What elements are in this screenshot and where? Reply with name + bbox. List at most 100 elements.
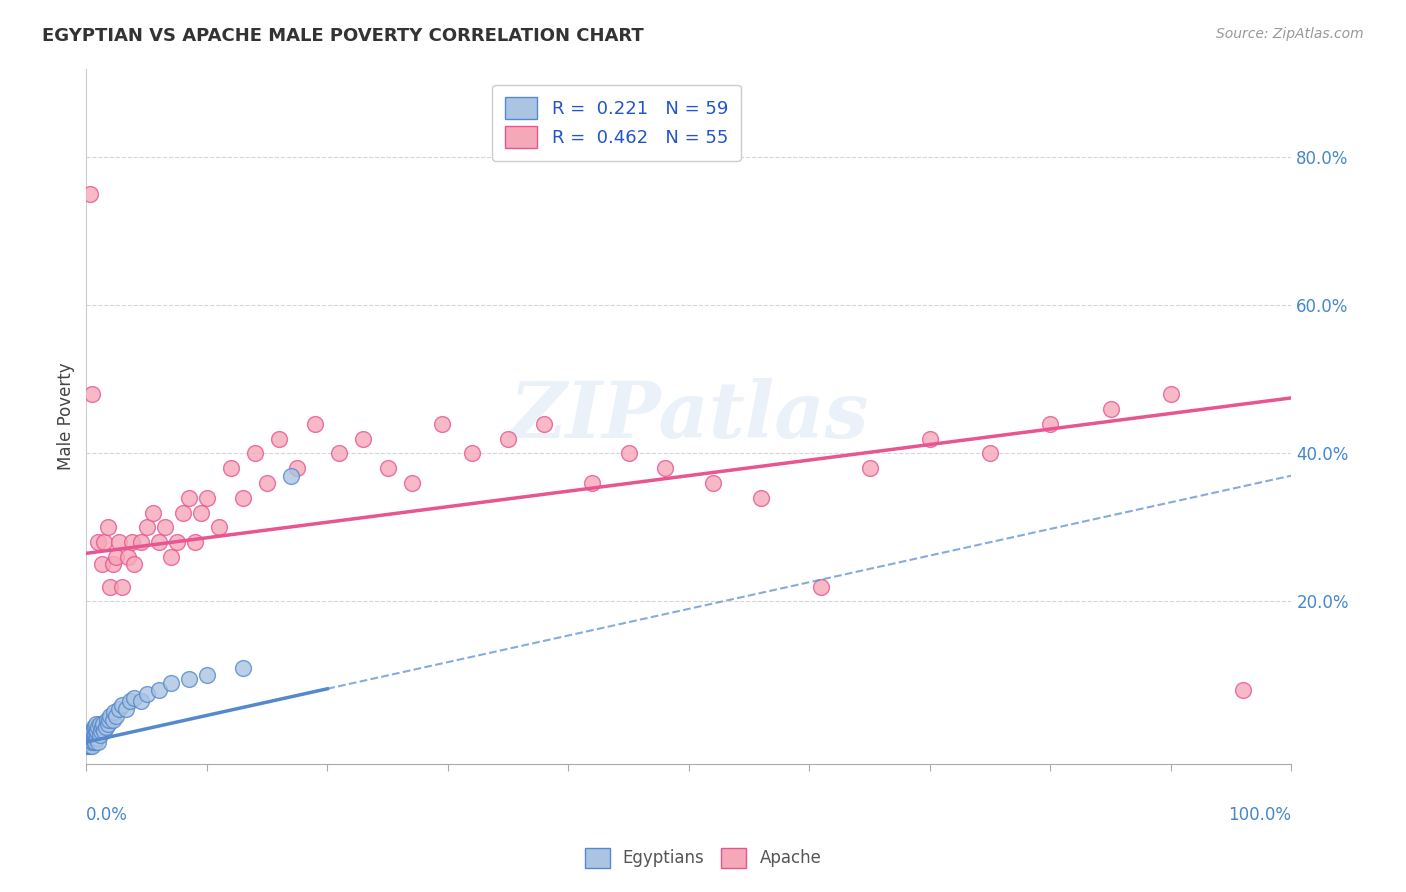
Point [84,716,107,731]
Point [100,580,122,594]
Point [115,702,138,716]
Point [430,417,453,431]
Point [80,731,103,746]
Point [401,475,423,490]
Point [118,694,141,708]
Point [749,491,772,505]
Point [83,731,105,746]
Point [79,728,101,742]
Point [1039,417,1062,431]
Point [87,735,110,749]
Point [83,728,105,742]
Point [581,475,603,490]
Point [111,580,134,594]
Point [93,535,115,549]
Point [124,558,146,572]
Point [148,535,170,549]
Point [83,720,105,734]
Point [94,720,117,734]
Point [96,713,118,727]
Point [82,735,104,749]
Point [108,702,131,716]
Point [77,735,100,749]
Point [166,535,188,549]
Point [82,739,104,753]
Point [177,672,200,686]
Text: 100.0%: 100.0% [1229,806,1292,824]
Text: EGYPTIAN VS APACHE MALE POVERTY CORRELATION CHART: EGYPTIAN VS APACHE MALE POVERTY CORRELAT… [42,27,644,45]
Point [617,446,640,460]
Point [90,723,112,738]
Point [98,713,121,727]
Point [135,520,157,534]
Point [86,723,108,738]
Point [101,558,124,572]
Point [91,720,114,734]
Point [979,446,1001,460]
Point [1160,387,1182,401]
Legend: R =  0.221   N = 59, R =  0.462   N = 55: R = 0.221 N = 59, R = 0.462 N = 55 [492,85,741,161]
Point [702,475,724,490]
Point [172,506,194,520]
Point [195,491,218,505]
Point [461,446,484,460]
Point [243,446,266,460]
Point [77,731,100,746]
Point [117,549,139,564]
Point [269,432,291,446]
Text: ZIPatlas: ZIPatlas [509,378,869,455]
Point [195,668,218,682]
Point [285,461,308,475]
Point [280,468,302,483]
Point [79,731,101,746]
Point [328,446,350,460]
Text: Source: ZipAtlas.com: Source: ZipAtlas.com [1216,27,1364,41]
Point [159,676,181,690]
Point [654,461,676,475]
Point [83,735,105,749]
Point [859,461,882,475]
Point [80,735,103,749]
Point [105,709,128,723]
Point [76,731,98,746]
Point [83,728,105,742]
Point [91,716,114,731]
Point [79,739,101,753]
Point [148,683,170,698]
Point [377,461,399,475]
Point [79,735,101,749]
Point [82,731,104,746]
Point [100,709,122,723]
Point [87,535,110,549]
Point [232,491,254,505]
Point [84,723,107,738]
Point [135,687,157,701]
Point [232,661,254,675]
Point [219,461,242,475]
Point [177,491,200,505]
Point [97,520,120,534]
Point [533,417,555,431]
Point [77,739,100,753]
Point [91,558,114,572]
Point [77,728,100,742]
Point [1099,402,1122,417]
Legend: Egyptians, Apache: Egyptians, Apache [578,841,828,875]
Y-axis label: Male Poverty: Male Poverty [58,362,75,470]
Point [810,580,832,594]
Point [256,475,278,490]
Point [142,506,165,520]
Point [83,720,105,734]
Point [496,432,519,446]
Point [89,716,111,731]
Point [153,520,176,534]
Point [111,698,134,712]
Point [103,706,125,720]
Point [124,690,146,705]
Point [79,187,101,202]
Point [87,720,110,734]
Point [184,535,207,549]
Point [82,723,104,738]
Point [129,535,152,549]
Point [83,735,105,749]
